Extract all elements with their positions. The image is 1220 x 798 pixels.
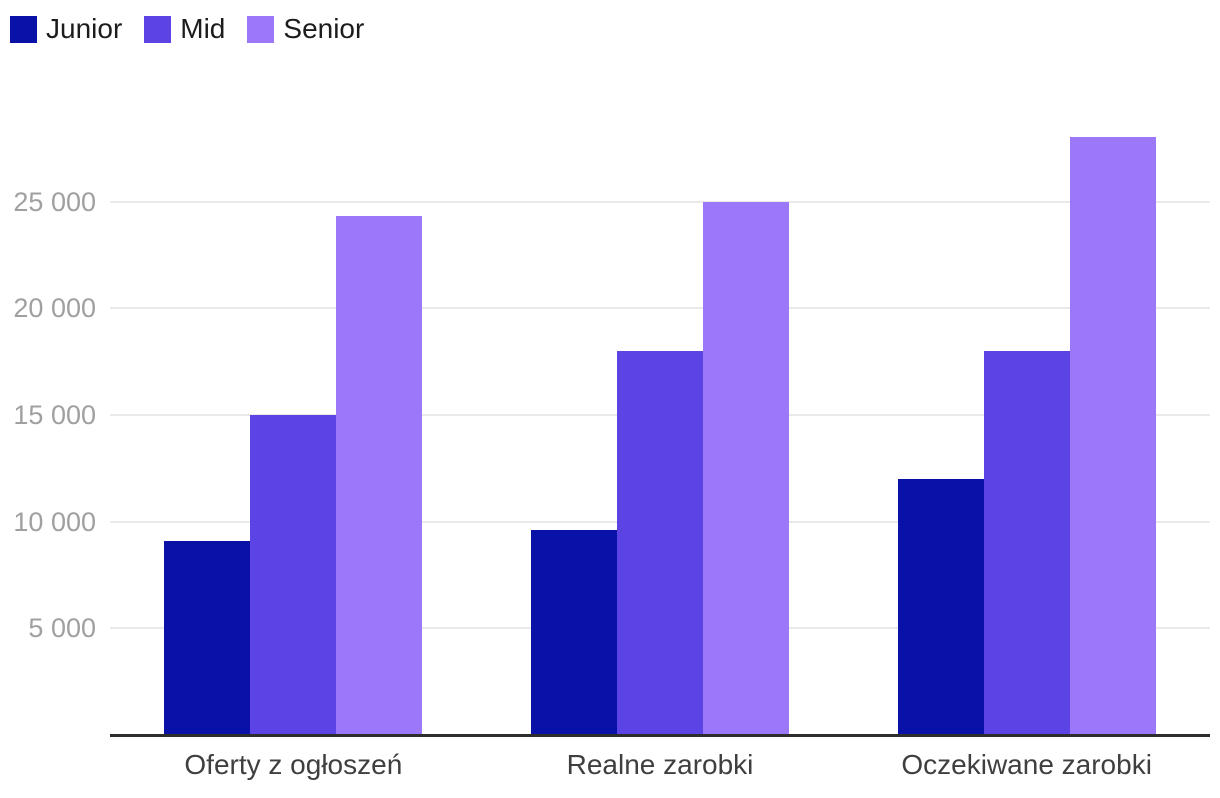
x-axis-label-oczekiwane-zarobki: Oczekiwane zarobki	[901, 749, 1152, 780]
bar-junior-realne-zarobki	[531, 530, 617, 735]
x-axis-label-realne-zarobki: Realne zarobki	[566, 749, 754, 780]
x-axis-line	[110, 734, 1210, 737]
bar-senior-oferty-z-og-osze-	[336, 216, 423, 735]
y-tick-label-5000: 5 000	[28, 613, 96, 644]
bar-mid-oferty-z-og-osze-	[250, 414, 337, 735]
bar-senior-oczekiwane-zarobki	[1069, 137, 1156, 735]
y-tick-label-25000: 25 000	[13, 186, 96, 217]
x-axis-label-oferty-z-og-osze-: Oferty z ogłoszeń	[184, 749, 403, 780]
bar-senior-realne-zarobki	[703, 201, 789, 735]
y-tick-label-20000: 20 000	[13, 293, 96, 324]
legend-label: Mid	[180, 13, 226, 44]
bar-junior-oferty-z-og-osze-	[164, 540, 251, 735]
legend-swatch-senior	[247, 15, 275, 43]
legend-item-senior[interactable]: Senior	[247, 14, 364, 44]
gridline-20000	[110, 307, 1210, 310]
legend-swatch-mid	[144, 15, 172, 43]
y-tick-label-15000: 15 000	[13, 399, 96, 430]
legend-item-junior[interactable]: Junior	[10, 14, 122, 44]
legend-label: Senior	[283, 13, 365, 44]
legend-item-mid[interactable]: Mid	[144, 14, 225, 44]
legend-swatch-junior	[10, 15, 37, 43]
bar-junior-oczekiwane-zarobki	[897, 478, 984, 735]
bar-mid-oczekiwane-zarobki	[983, 350, 1070, 735]
chart-legend: Junior Mid Senior	[10, 14, 364, 44]
legend-label: Junior	[46, 13, 123, 44]
bar-mid-realne-zarobki	[617, 350, 703, 735]
gridline-25000	[110, 200, 1210, 203]
y-tick-label-10000: 10 000	[13, 506, 96, 537]
